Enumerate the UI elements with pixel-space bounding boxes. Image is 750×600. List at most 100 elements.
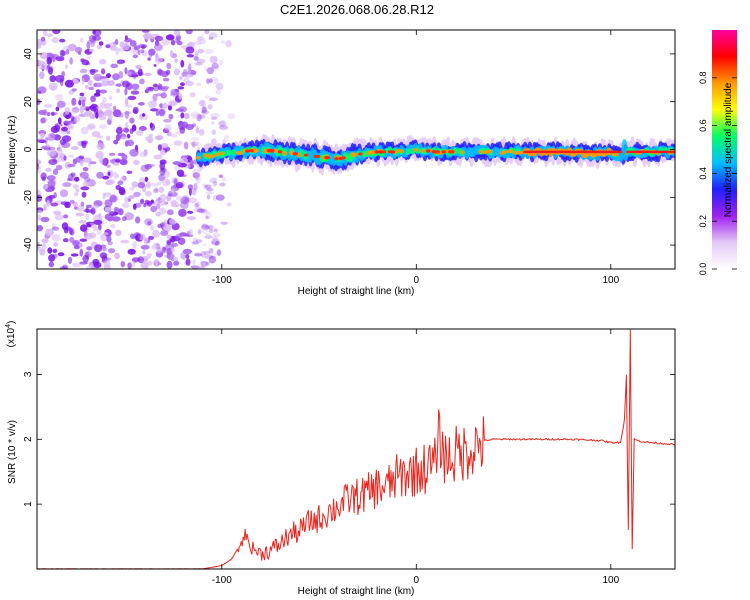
noise-blob bbox=[188, 197, 198, 204]
noise-blob bbox=[150, 225, 155, 231]
noise-blob bbox=[227, 113, 236, 120]
noise-blob bbox=[115, 159, 120, 163]
noise-blob bbox=[191, 188, 197, 196]
noise-blob bbox=[190, 111, 200, 119]
noise-blob bbox=[107, 115, 113, 121]
noise-blob bbox=[200, 224, 210, 230]
noise-blob bbox=[46, 111, 51, 117]
noise-blob bbox=[208, 255, 217, 264]
noise-blob bbox=[205, 225, 210, 230]
noise-blob bbox=[53, 210, 62, 215]
noise-blob bbox=[180, 174, 187, 178]
noise-blob bbox=[66, 178, 71, 182]
noise-blob bbox=[90, 207, 96, 215]
noise-blob bbox=[191, 260, 196, 267]
noise-blob bbox=[204, 30, 210, 35]
noise-blob bbox=[55, 164, 63, 171]
noise-blob bbox=[46, 149, 57, 157]
noise-blob bbox=[71, 106, 80, 113]
noise-blob bbox=[80, 224, 88, 232]
noise-blob bbox=[82, 157, 92, 163]
noise-blob bbox=[180, 252, 186, 260]
noise-blob bbox=[98, 113, 107, 121]
noise-blob bbox=[37, 60, 46, 66]
noise-blob bbox=[39, 132, 45, 138]
noise-blob bbox=[126, 170, 133, 174]
noise-blob bbox=[185, 46, 195, 54]
noise-blob bbox=[70, 146, 79, 150]
spectrogram-y-tick-label: -40 bbox=[23, 237, 34, 252]
noise-blob bbox=[64, 79, 74, 88]
noise-blob bbox=[73, 192, 79, 197]
noise-blob bbox=[165, 34, 175, 41]
ridge-blob bbox=[487, 149, 493, 154]
noise-blob bbox=[102, 175, 110, 180]
snr-x-tick-label: 0 bbox=[414, 575, 420, 586]
noise-blob bbox=[82, 99, 85, 108]
noise-blob bbox=[83, 110, 93, 117]
noise-blob bbox=[173, 30, 180, 37]
noise-blob bbox=[103, 109, 113, 117]
ridge-blob bbox=[237, 151, 244, 155]
ridge-blob bbox=[613, 152, 619, 157]
noise-blob bbox=[37, 138, 45, 142]
noise-blob bbox=[128, 195, 135, 199]
noise-blob bbox=[196, 208, 205, 213]
noise-blob bbox=[153, 154, 163, 160]
ridge-blob bbox=[352, 152, 358, 158]
noise-blob bbox=[47, 57, 53, 63]
noise-blob bbox=[168, 113, 174, 120]
noise-blob bbox=[192, 168, 201, 177]
ridge-peak bbox=[249, 149, 254, 153]
noise-blob bbox=[107, 171, 111, 176]
noise-blob bbox=[38, 110, 47, 115]
noise-blob bbox=[173, 140, 183, 147]
spectrogram-y-tick-label: 0 bbox=[23, 146, 34, 152]
noise-blob bbox=[213, 228, 218, 232]
noise-blob bbox=[152, 93, 158, 102]
snr-multiplier: (x104) bbox=[5, 321, 17, 348]
noise-blob bbox=[200, 37, 206, 45]
noise-blob bbox=[150, 182, 159, 187]
noise-blob bbox=[115, 229, 122, 237]
noise-blob bbox=[108, 248, 116, 254]
snr-x-tick-label: 100 bbox=[602, 575, 619, 586]
noise-blob bbox=[190, 136, 200, 142]
noise-blob bbox=[210, 65, 220, 72]
noise-blob bbox=[41, 238, 49, 244]
noise-blob bbox=[68, 173, 74, 182]
noise-blob bbox=[200, 250, 206, 258]
noise-blob bbox=[50, 112, 58, 116]
noise-blob bbox=[119, 41, 125, 48]
spectrogram-y-axis-label: Frequency (Hz) bbox=[7, 116, 18, 185]
noise-blob bbox=[208, 252, 217, 259]
noise-blob bbox=[73, 245, 80, 250]
ridge-peak bbox=[358, 152, 363, 156]
ridge-blob bbox=[478, 150, 484, 154]
ridge-peak bbox=[268, 149, 274, 153]
noise-blob bbox=[93, 82, 98, 88]
noise-blob bbox=[91, 131, 101, 138]
noise-blob bbox=[79, 160, 84, 166]
noise-blob bbox=[110, 194, 117, 202]
noise-blob bbox=[196, 200, 200, 207]
noise-blob bbox=[200, 210, 210, 216]
noise-blob bbox=[200, 208, 208, 214]
ridge-peak bbox=[435, 150, 440, 154]
snr-x-axis-label: Height of straight line (km) bbox=[298, 586, 415, 597]
noise-blob bbox=[48, 159, 58, 165]
noise-blob bbox=[206, 78, 210, 84]
snr-panel: -100 0 100 1 2 3 Height of straight line (km… bbox=[5, 321, 676, 597]
noise-blob bbox=[198, 128, 205, 136]
noise-blob bbox=[71, 88, 77, 92]
noise-blob bbox=[63, 155, 67, 161]
noise-blob bbox=[212, 194, 218, 201]
noise-blob bbox=[166, 260, 173, 269]
noise-blob bbox=[42, 30, 48, 36]
spectrogram-panel: -100 0 100 -40 -20 0 20 40 Height of straight … bbox=[7, 29, 676, 297]
noise-blob bbox=[143, 72, 152, 76]
noise-blob bbox=[132, 54, 139, 59]
noise-blob bbox=[147, 139, 153, 144]
ridge-peak bbox=[378, 150, 383, 154]
